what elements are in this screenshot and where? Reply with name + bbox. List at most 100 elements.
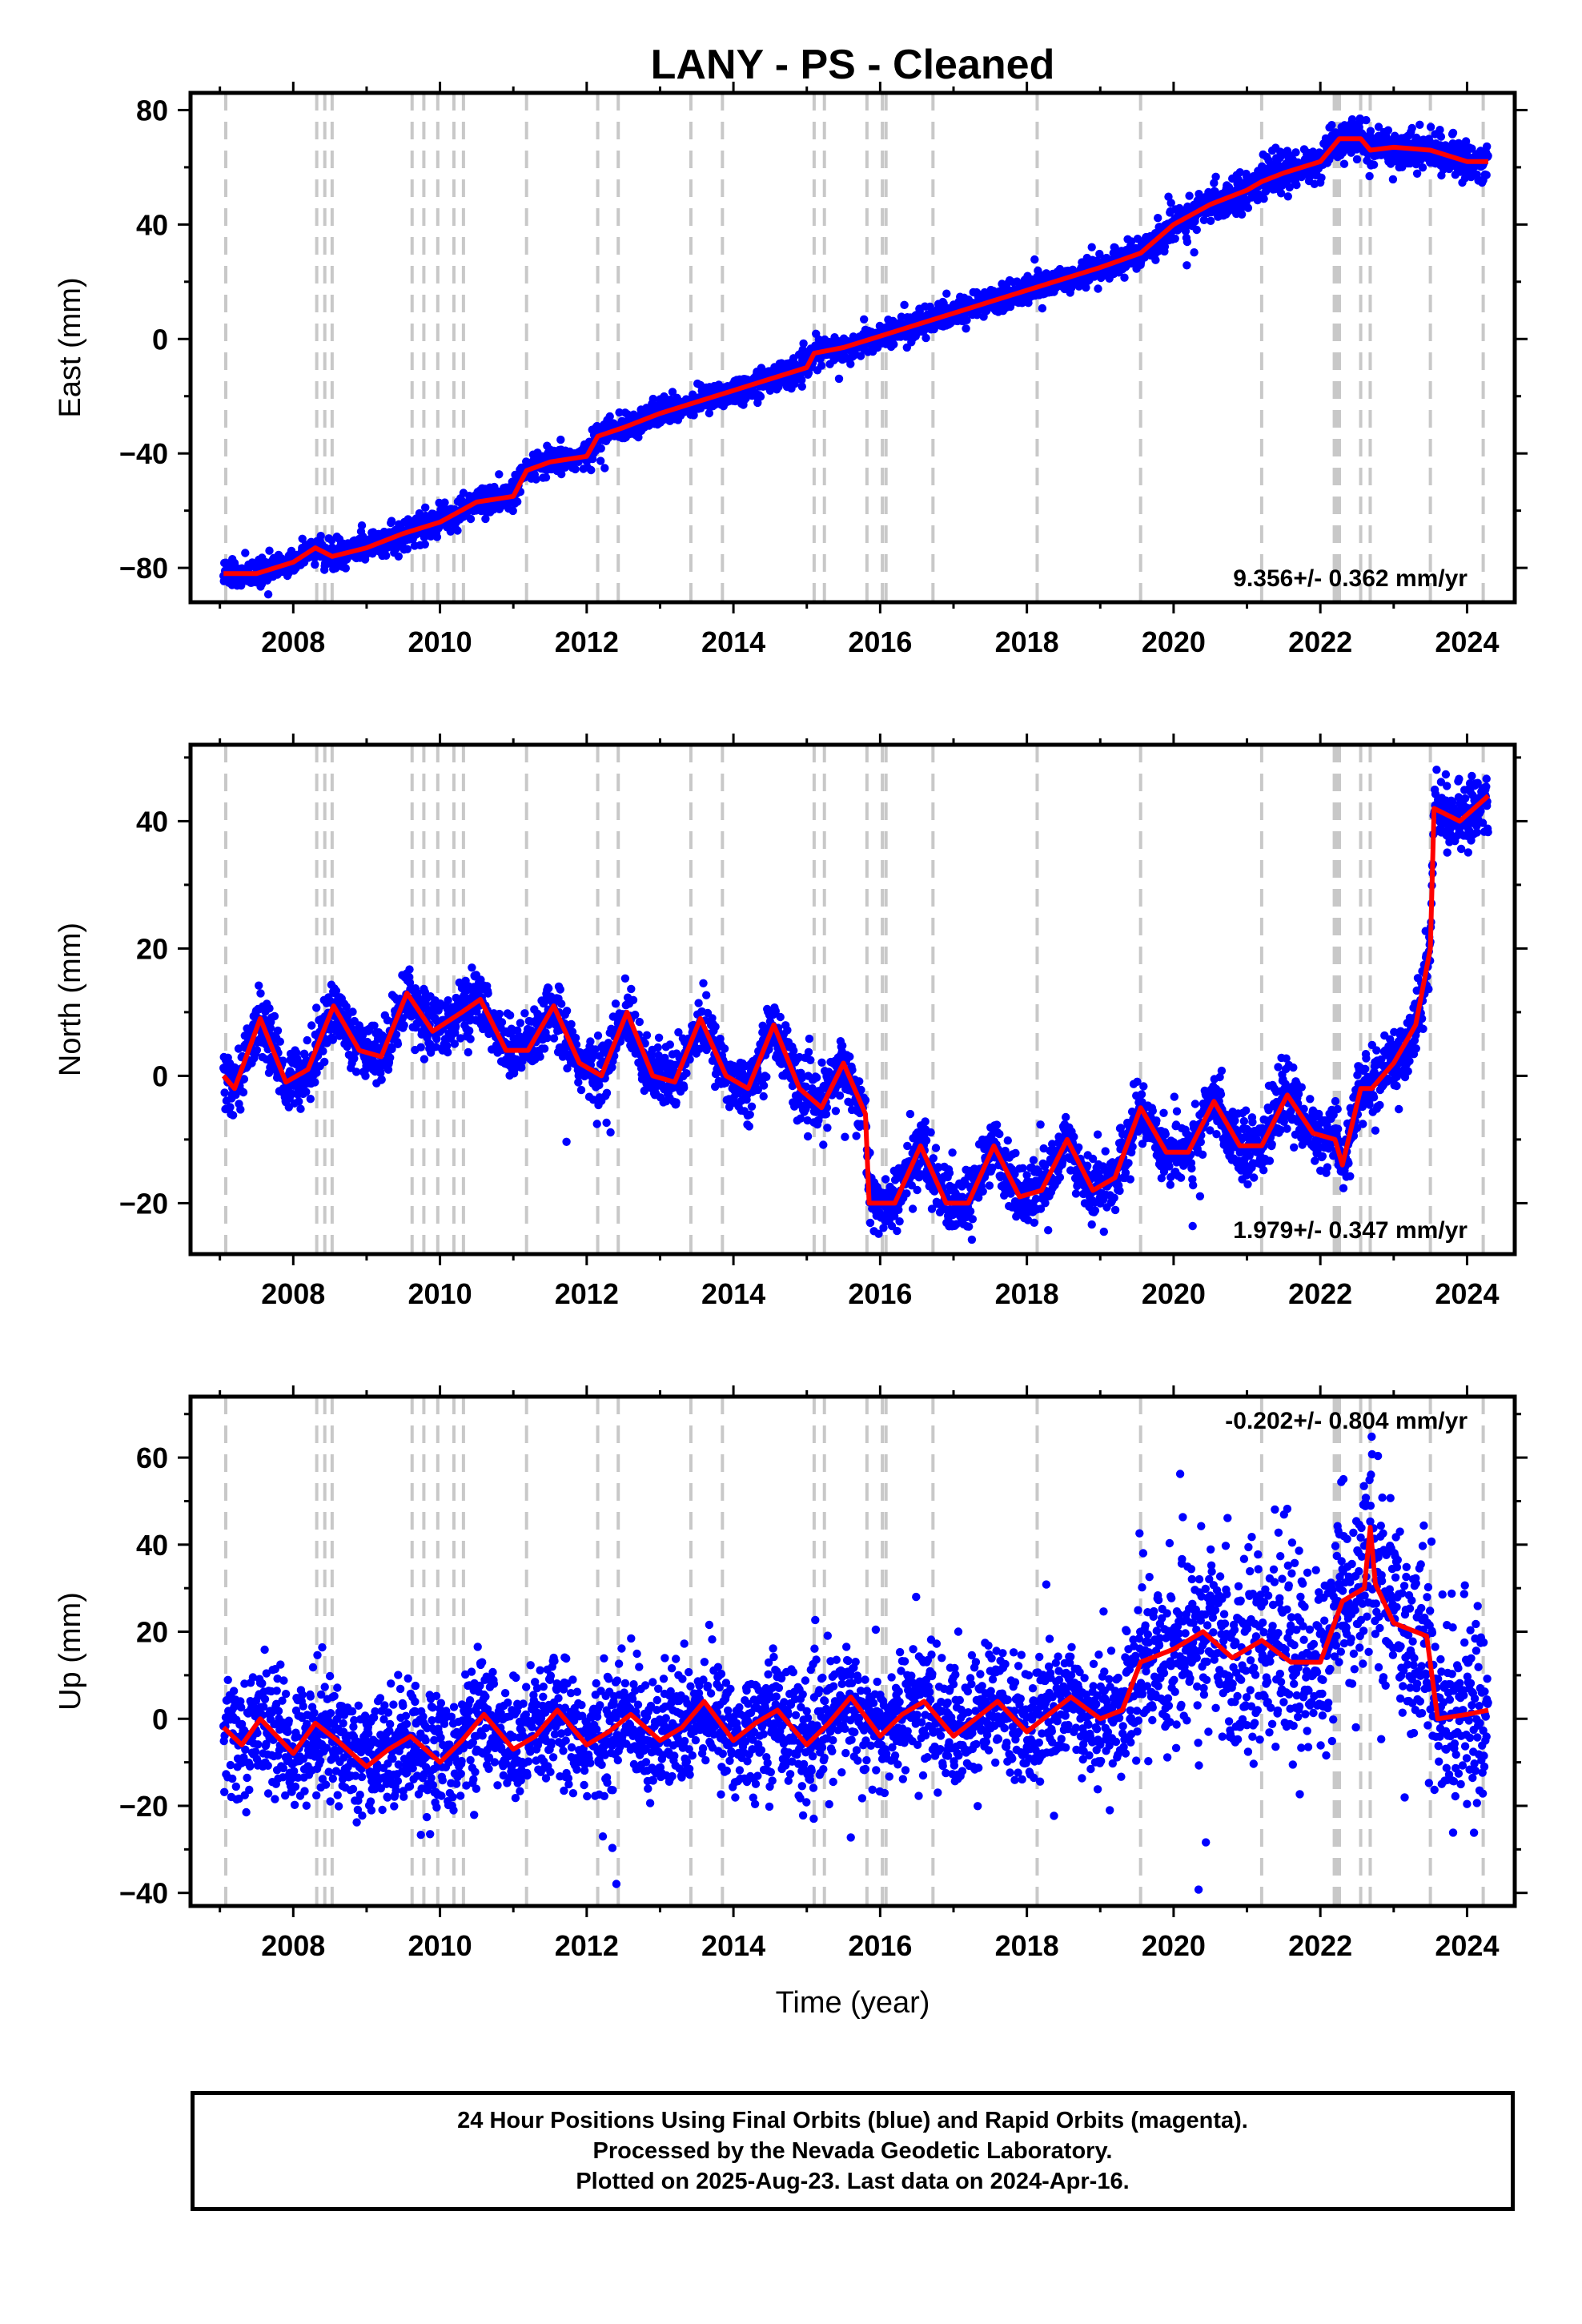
data-point xyxy=(464,1047,472,1057)
data-point xyxy=(702,991,711,999)
data-point xyxy=(1192,225,1202,235)
data-point xyxy=(620,974,630,983)
data-point xyxy=(1243,203,1253,212)
data-point xyxy=(275,1037,284,1046)
data-point xyxy=(648,394,657,404)
data-point xyxy=(705,408,714,418)
data-point xyxy=(328,1035,337,1044)
data-point xyxy=(236,1105,245,1114)
data-point xyxy=(556,435,565,444)
data-point xyxy=(307,1021,316,1030)
data-point xyxy=(256,989,265,998)
data-point xyxy=(682,1069,691,1078)
data-point xyxy=(311,1078,319,1087)
data-point xyxy=(1418,163,1427,172)
data-point xyxy=(456,1034,465,1043)
plot-frame xyxy=(188,90,1517,605)
data-point xyxy=(1327,121,1336,130)
data-point xyxy=(312,1068,321,1077)
data-point xyxy=(860,315,869,324)
data-point xyxy=(1374,123,1383,131)
data-point xyxy=(574,1078,583,1087)
panel-east: 2008 2010 2012 2014 2016 2018 2020 2022 2024−80−… xyxy=(54,82,1528,658)
data-point xyxy=(376,1068,385,1078)
data-point xyxy=(592,1120,601,1128)
data-point xyxy=(466,1035,475,1043)
model-fit-line xyxy=(223,136,1488,577)
data-point xyxy=(1388,175,1398,184)
data-point xyxy=(689,411,698,420)
data-point xyxy=(319,1047,327,1055)
data-point xyxy=(342,1002,351,1011)
data-point xyxy=(420,540,429,549)
data-point xyxy=(1190,248,1199,257)
x-tick-label: 2022 xyxy=(1288,625,1352,658)
data-point xyxy=(393,1039,403,1049)
data-point xyxy=(348,1007,357,1016)
data-point xyxy=(279,1056,287,1065)
y-tick-label: 40 xyxy=(136,208,168,241)
data-point xyxy=(265,546,274,555)
y-tick-label: 80 xyxy=(136,94,168,127)
data-point xyxy=(606,1128,615,1137)
data-point xyxy=(557,469,566,479)
data-point xyxy=(357,521,367,530)
data-point xyxy=(1352,155,1362,164)
data-point xyxy=(1448,128,1458,138)
data-point xyxy=(265,1004,274,1013)
data-point xyxy=(1094,284,1102,293)
data-point xyxy=(596,456,605,465)
x-tick-label: 2020 xyxy=(1142,625,1206,658)
data-point xyxy=(432,533,442,541)
data-point xyxy=(387,1044,396,1054)
x-tick-label: 2014 xyxy=(701,625,765,658)
data-point xyxy=(627,984,636,994)
data-point xyxy=(1317,173,1326,183)
data-point xyxy=(420,1055,429,1063)
data-point xyxy=(495,470,504,479)
data-point xyxy=(544,984,553,993)
data-point xyxy=(799,339,808,348)
data-point xyxy=(351,1068,361,1076)
x-tick-label: 2018 xyxy=(995,625,1059,658)
data-point xyxy=(711,1022,720,1031)
data-point xyxy=(532,475,540,484)
data-point xyxy=(1339,159,1349,168)
data-point xyxy=(889,340,898,349)
x-tick-label: 2012 xyxy=(555,625,619,658)
data-point xyxy=(602,1118,611,1128)
data-point xyxy=(605,412,614,421)
data-point xyxy=(1484,151,1492,160)
data-point xyxy=(1412,169,1422,178)
data-point xyxy=(1291,148,1300,157)
data-point xyxy=(685,1055,694,1064)
data-point xyxy=(1154,247,1162,255)
data-point xyxy=(516,1019,525,1027)
data-point xyxy=(834,374,844,384)
daily-positions-series xyxy=(219,766,1492,1244)
data-point xyxy=(403,545,412,553)
data-point xyxy=(989,287,998,296)
data-point xyxy=(517,1063,526,1072)
data-point xyxy=(1468,144,1476,153)
data-point xyxy=(576,1085,586,1095)
data-point xyxy=(1034,266,1042,275)
data-point xyxy=(1283,192,1293,201)
data-point xyxy=(239,1088,248,1097)
data-point xyxy=(472,1007,481,1016)
data-point xyxy=(1127,237,1136,246)
y-tick-label: −40 xyxy=(119,437,168,470)
data-point xyxy=(665,1040,674,1049)
data-point xyxy=(497,1018,507,1027)
data-point xyxy=(370,1021,379,1031)
panels-container: 2008 2010 2012 2014 2016 2018 2020 2022 2024−80−… xyxy=(54,82,1528,1962)
data-point xyxy=(239,1075,249,1084)
data-point xyxy=(405,965,414,974)
data-point xyxy=(634,432,643,442)
data-point xyxy=(1207,216,1215,225)
data-point xyxy=(382,551,391,560)
data-point xyxy=(302,1088,311,1096)
data-point xyxy=(1292,180,1301,190)
velocity-rate-label: 9.356+/- 0.362 mm/yr xyxy=(1233,565,1468,592)
